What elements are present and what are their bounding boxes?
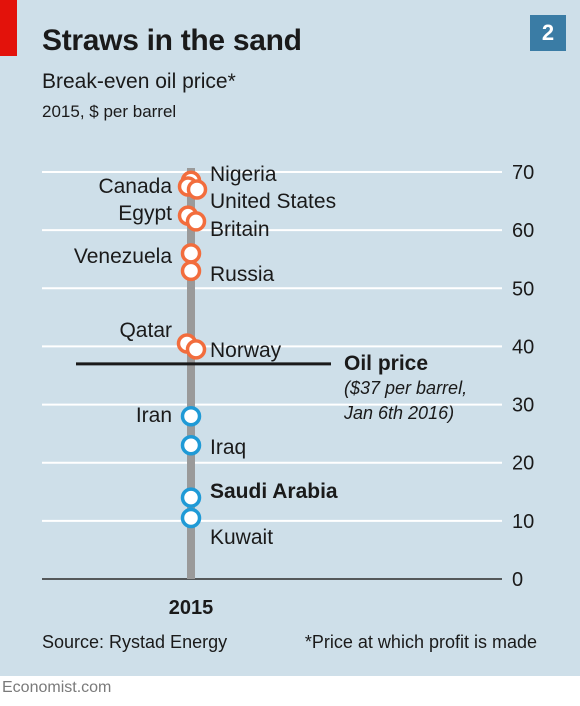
data-label: Nigeria (210, 163, 277, 186)
chart-panel (0, 0, 580, 676)
y-tick-label: 0 (512, 569, 523, 591)
data-label: United States (210, 190, 336, 213)
data-label: Norway (210, 339, 282, 362)
chart-number-badge: 2 (530, 15, 566, 51)
data-label: Venezuela (74, 245, 172, 268)
y-tick-label: 70 (512, 162, 534, 184)
data-point (180, 260, 202, 282)
source-note: Source: Rystad Energy (42, 632, 228, 652)
oil-price-label: Oil price (344, 352, 428, 375)
data-point (185, 339, 207, 360)
y-tick-label: 30 (512, 395, 534, 417)
data-point (186, 179, 208, 200)
x-tick-label: 2015 (169, 597, 214, 619)
y-tick-label: 60 (512, 220, 534, 242)
oil-price-note: ($37 per barrel, (344, 378, 467, 398)
data-point (180, 507, 202, 529)
data-point (180, 487, 202, 508)
oil-price-note: Jan 6th 2016) (343, 403, 454, 423)
chart-unit-label: 2015, $ per barrel (42, 102, 177, 121)
data-label: Saudi Arabia (210, 480, 338, 503)
data-label: Qatar (119, 319, 172, 342)
brand-flag (0, 0, 17, 56)
y-tick-label: 20 (512, 453, 534, 475)
y-tick-label: 10 (512, 511, 534, 533)
data-point (185, 211, 207, 232)
y-tick-label: 40 (512, 336, 534, 358)
data-point (180, 435, 202, 456)
footnote: *Price at which profit is made (304, 632, 537, 652)
chart-title: Straws in the sand (42, 24, 302, 57)
data-label: Iran (136, 404, 172, 427)
data-label: Russia (210, 263, 275, 286)
publisher-credit: Economist.com (2, 679, 112, 696)
data-point (180, 405, 202, 427)
chart-subtitle: Break-even oil price* (42, 70, 236, 93)
data-label: Britain (210, 218, 270, 241)
data-label: Iraq (210, 436, 246, 459)
data-label: Egypt (118, 202, 172, 225)
data-label: Canada (98, 175, 172, 198)
plot-area: 0 10 20 30 40 50 60 70 2015 Oil price ($37 per bar… (42, 162, 534, 619)
data-point (180, 243, 202, 264)
data-label: Kuwait (210, 526, 273, 549)
y-tick-label: 50 (512, 278, 534, 300)
